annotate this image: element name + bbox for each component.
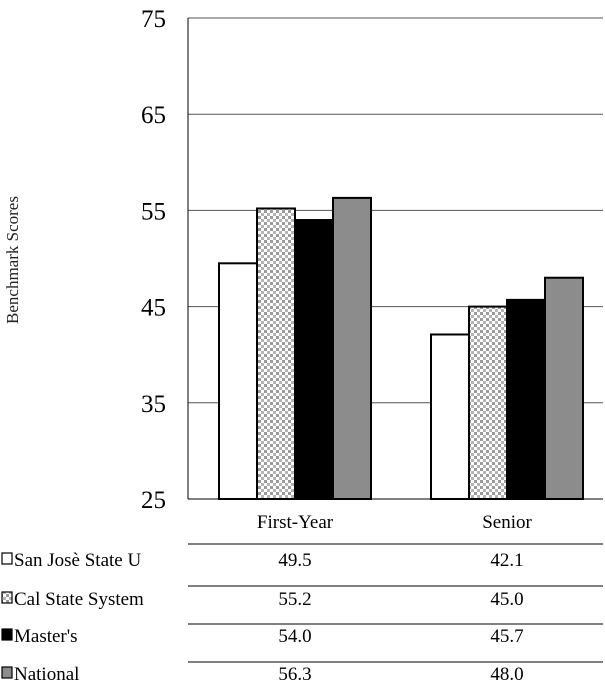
- data-label: 48.0: [490, 664, 523, 685]
- bar-0-1: [430, 333, 470, 500]
- bar-1-1: [468, 305, 508, 500]
- data-label: 54.0: [278, 626, 311, 647]
- data-label: 55.2: [278, 589, 311, 610]
- data-label: 45.7: [490, 626, 523, 647]
- legend-swatch: [1, 591, 13, 604]
- bar-2-0: [294, 219, 334, 501]
- bar-3-0: [332, 196, 372, 500]
- bar-3-1: [544, 276, 584, 500]
- data-label: 45.0: [490, 589, 523, 610]
- bar-2-1: [506, 298, 546, 500]
- legend-label: San Josè State U: [14, 550, 141, 571]
- legend-label: National: [14, 664, 79, 685]
- y-tick-label: 25: [141, 487, 166, 514]
- bar-1-0: [256, 207, 296, 500]
- y-tick-label: 75: [141, 6, 166, 33]
- y-tick-label: 45: [141, 295, 166, 322]
- legend-label: Cal State System: [14, 589, 144, 610]
- bar-0-0: [218, 262, 258, 500]
- data-label: 49.5: [278, 550, 311, 571]
- y-tick-label: 65: [141, 102, 166, 129]
- legend-swatch: [1, 666, 13, 679]
- y-tick-label: 55: [141, 198, 166, 225]
- y-tick-label: 35: [141, 391, 166, 418]
- legend-swatch: [1, 552, 13, 565]
- legend-swatch: [1, 628, 13, 641]
- x-tick-label: First-Year: [257, 512, 334, 533]
- y-axis-label: Benchmark Scores: [3, 196, 22, 324]
- x-tick-label: Senior: [482, 512, 532, 533]
- data-label: 56.3: [278, 664, 311, 685]
- legend-label: Master's: [14, 626, 78, 647]
- data-label: 42.1: [490, 550, 523, 571]
